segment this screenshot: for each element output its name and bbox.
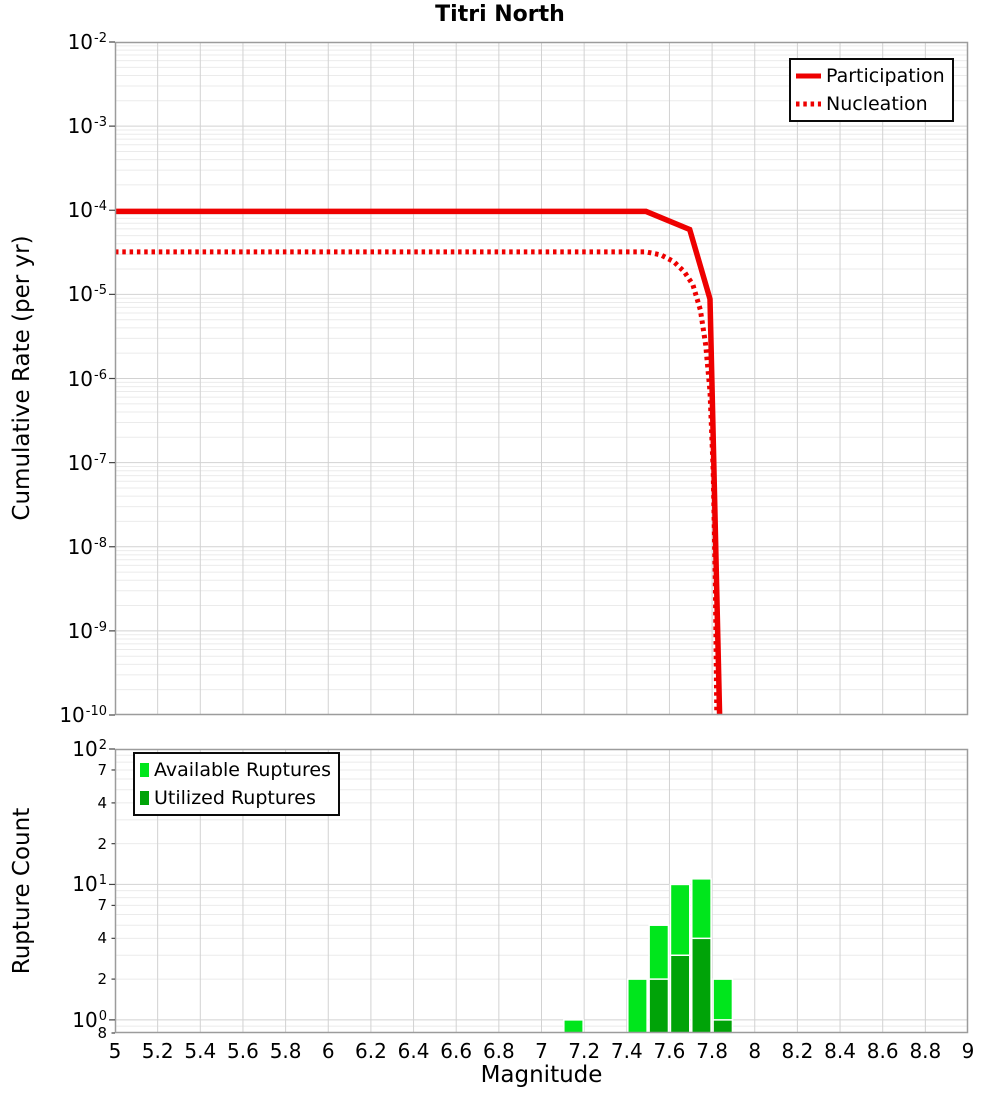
count-y-minor-tick-label: 2 [97,970,107,989]
x-tick-label: 8.6 [866,1039,899,1063]
x-tick-label: 8.8 [909,1039,942,1063]
legend-item-participation: Participation [795,62,945,90]
rate-legend: Participation Nucleation [789,58,954,122]
legend-item-available: Available Ruptures [139,756,331,784]
legend-label-utilized: Utilized Ruptures [154,787,316,809]
x-tick-label: 5 [108,1039,122,1063]
legend-label-nucleation: Nucleation [826,93,928,115]
count-y-minor-tick-label: 4 [97,793,107,812]
x-tick-label: 7.4 [610,1039,643,1063]
legend-label-participation: Participation [826,65,945,87]
count-y-tick-label: 101 [72,872,107,897]
count-y-tick-label: 100 [72,1007,107,1032]
x-tick-label: 7.6 [653,1039,686,1063]
rate-y-tick-label: 10-3 [67,114,107,139]
x-tick-label: 5.6 [227,1039,259,1063]
x-tick-label: 8 [748,1039,762,1063]
count-y-minor-tick-label: 7 [97,760,107,779]
rate-y-tick-label: 10-7 [67,450,107,475]
rate-y-tick-label: 10-2 [67,30,107,54]
count-y-minor-tick-label: 8 [97,1024,107,1042]
x-tick-label: 6.2 [354,1039,387,1063]
available-square-icon [140,763,149,777]
rate-y-tick-label: 10-10 [59,703,107,727]
x-tick-label: 7 [535,1039,548,1063]
rate-y-tick-label: 10-4 [67,198,107,223]
count-y-tick-label: 102 [72,737,107,761]
chart-title: Titri North [435,2,565,27]
rate-y-tick-label: 10-9 [67,618,107,643]
legend-item-nucleation: Nucleation [795,90,945,118]
count-legend: Available Ruptures Utilized Ruptures [133,752,340,816]
x-tick-label: 6.6 [440,1039,473,1063]
x-tick-label: 8.4 [824,1039,856,1063]
rate-y-tick-label: 10-6 [67,366,107,391]
rate-y-tick-label: 10-8 [67,534,107,559]
x-tick-label: 5.4 [184,1039,217,1063]
x-tick-label: 6.8 [482,1039,515,1063]
legend-label-available: Available Ruptures [154,759,331,781]
x-tick-label: 8.2 [781,1039,814,1063]
x-tick-label: 7.2 [568,1039,601,1063]
rate-plot-area [109,41,969,716]
count-y-minor-tick-label: 7 [97,896,107,915]
solid-line-icon [796,73,821,79]
x-tick-label: 9 [961,1039,975,1063]
x-tick-label: 5.2 [141,1039,174,1063]
legend-item-utilized: Utilized Ruptures [139,784,331,812]
count-y-minor-tick-label: 2 [97,834,107,853]
dotted-line-icon [796,101,821,107]
x-tick-label: 6 [321,1039,335,1063]
x-tick-label: 7.8 [696,1039,728,1063]
utilized-square-icon [140,791,149,805]
x-tick-label: 5.8 [269,1039,302,1063]
x-tick-label: 6.4 [397,1039,430,1063]
x-axis-label: Magnitude [480,1062,603,1088]
rate-y-tick-label: 10-5 [67,282,107,307]
count-y-minor-tick-label: 4 [97,929,107,948]
